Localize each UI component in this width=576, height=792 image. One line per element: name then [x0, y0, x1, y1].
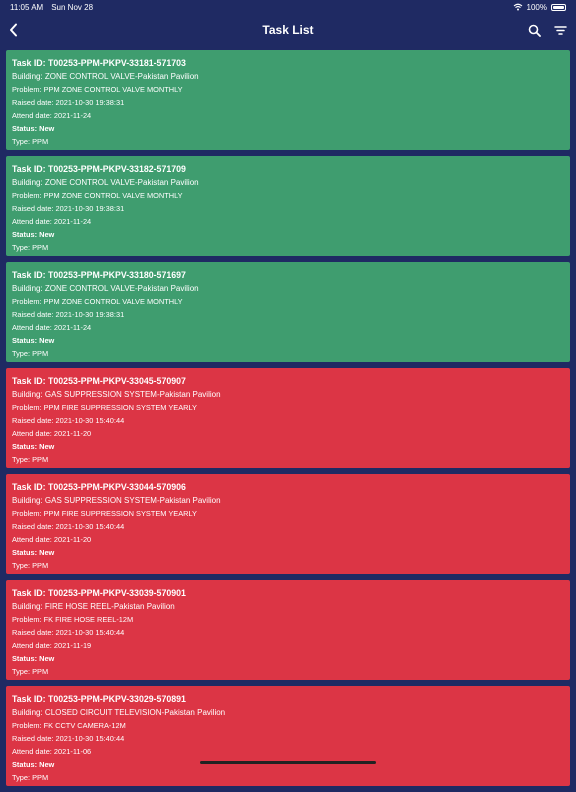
- task-problem: Problem: PPM FIRE SUPPRESSION SYSTEM YEA…: [12, 401, 564, 414]
- task-card[interactable]: Task ID: T00253-PPM-PKPV-33029-570891 Bu…: [6, 686, 570, 786]
- filter-button[interactable]: [550, 20, 570, 40]
- task-attend-date: Attend date: 2021-11-20: [12, 427, 564, 440]
- task-id: Task ID: T00253-PPM-PKPV-33044-570906: [12, 480, 564, 494]
- task-card[interactable]: Task ID: T00253-PPM-PKPV-33039-570901 Bu…: [6, 580, 570, 680]
- back-button[interactable]: [4, 20, 24, 40]
- task-problem: Problem: PPM ZONE CONTROL VALVE MONTHLY: [12, 189, 564, 202]
- task-type: Type: PPM: [12, 559, 564, 572]
- task-problem: Problem: FK FIRE HOSE REEL-12M: [12, 613, 564, 626]
- task-raised-date: Raised date: 2021-10-30 15:40:44: [12, 626, 564, 639]
- task-status: Status: New: [12, 228, 564, 241]
- task-card[interactable]: Task ID: T00253-PPM-PKPV-33044-570906 Bu…: [6, 474, 570, 574]
- filter-icon: [554, 25, 567, 36]
- task-raised-date: Raised date: 2021-10-30 15:40:44: [12, 520, 564, 533]
- task-raised-date: Raised date: 2021-10-30 19:38:31: [12, 202, 564, 215]
- task-building: Building: FIRE HOSE REEL-Pakistan Pavili…: [12, 600, 564, 613]
- task-card[interactable]: Task ID: T00253-PPM-PKPV-33182-571709 Bu…: [6, 156, 570, 256]
- task-building: Building: ZONE CONTROL VALVE-Pakistan Pa…: [12, 176, 564, 189]
- task-raised-date: Raised date: 2021-10-30 19:38:31: [12, 96, 564, 109]
- task-building: Building: ZONE CONTROL VALVE-Pakistan Pa…: [12, 70, 564, 83]
- battery-percent: 100%: [527, 3, 547, 12]
- battery-icon: [551, 4, 566, 11]
- task-building: Building: GAS SUPPRESSION SYSTEM-Pakista…: [12, 388, 564, 401]
- task-problem: Problem: PPM ZONE CONTROL VALVE MONTHLY: [12, 83, 564, 96]
- task-attend-date: Attend date: 2021-11-24: [12, 215, 564, 228]
- chevron-left-icon: [8, 23, 20, 37]
- task-card[interactable]: Task ID: T00253-PPM-PKPV-33181-571703 Bu…: [6, 50, 570, 150]
- task-id: Task ID: T00253-PPM-PKPV-33029-570891: [12, 692, 564, 706]
- task-id: Task ID: T00253-PPM-PKPV-33181-571703: [12, 56, 564, 70]
- nav-bar: Task List: [0, 14, 576, 46]
- task-type: Type: PPM: [12, 241, 564, 254]
- task-problem: Problem: FK CCTV CAMERA-12M: [12, 719, 564, 732]
- task-status: Status: New: [12, 652, 564, 665]
- wifi-icon: [513, 3, 523, 11]
- status-date: Sun Nov 28: [51, 3, 93, 12]
- task-status: Status: New: [12, 334, 564, 347]
- task-status: Status: New: [12, 546, 564, 559]
- task-building: Building: GAS SUPPRESSION SYSTEM-Pakista…: [12, 494, 564, 507]
- home-indicator[interactable]: [200, 761, 376, 764]
- task-id: Task ID: T00253-PPM-PKPV-33045-570907: [12, 374, 564, 388]
- task-building: Building: ZONE CONTROL VALVE-Pakistan Pa…: [12, 282, 564, 295]
- task-attend-date: Attend date: 2021-11-24: [12, 321, 564, 334]
- task-status: Status: New: [12, 758, 564, 771]
- page-title: Task List: [262, 23, 313, 37]
- task-type: Type: PPM: [12, 135, 564, 148]
- task-card[interactable]: Task ID: T00253-PPM-PKPV-33180-571697 Bu…: [6, 262, 570, 362]
- task-attend-date: Attend date: 2021-11-20: [12, 533, 564, 546]
- status-right: 100%: [513, 3, 566, 12]
- task-attend-date: Attend date: 2021-11-24: [12, 109, 564, 122]
- task-list: Task ID: T00253-PPM-PKPV-33181-571703 Bu…: [6, 50, 570, 792]
- task-raised-date: Raised date: 2021-10-30 15:40:44: [12, 414, 564, 427]
- task-status: Status: New: [12, 122, 564, 135]
- task-id: Task ID: T00253-PPM-PKPV-33039-570901: [12, 586, 564, 600]
- task-id: Task ID: T00253-PPM-PKPV-33182-571709: [12, 162, 564, 176]
- task-raised-date: Raised date: 2021-10-30 15:40:44: [12, 732, 564, 745]
- task-type: Type: PPM: [12, 453, 564, 466]
- task-attend-date: Attend date: 2021-11-06: [12, 745, 564, 758]
- task-type: Type: PPM: [12, 771, 564, 784]
- task-type: Type: PPM: [12, 665, 564, 678]
- status-time: 11:05 AM: [10, 3, 43, 12]
- task-building: Building: CLOSED CIRCUIT TELEVISION-Paki…: [12, 706, 564, 719]
- search-button[interactable]: [524, 20, 544, 40]
- task-status: Status: New: [12, 440, 564, 453]
- search-icon: [528, 24, 541, 37]
- task-problem: Problem: PPM ZONE CONTROL VALVE MONTHLY: [12, 295, 564, 308]
- task-card[interactable]: Task ID: T00253-PPM-PKPV-33045-570907 Bu…: [6, 368, 570, 468]
- task-raised-date: Raised date: 2021-10-30 19:38:31: [12, 308, 564, 321]
- task-id: Task ID: T00253-PPM-PKPV-33180-571697: [12, 268, 564, 282]
- task-type: Type: PPM: [12, 347, 564, 360]
- task-problem: Problem: PPM FIRE SUPPRESSION SYSTEM YEA…: [12, 507, 564, 520]
- task-attend-date: Attend date: 2021-11-19: [12, 639, 564, 652]
- status-bar: 11:05 AM Sun Nov 28 100%: [0, 0, 576, 14]
